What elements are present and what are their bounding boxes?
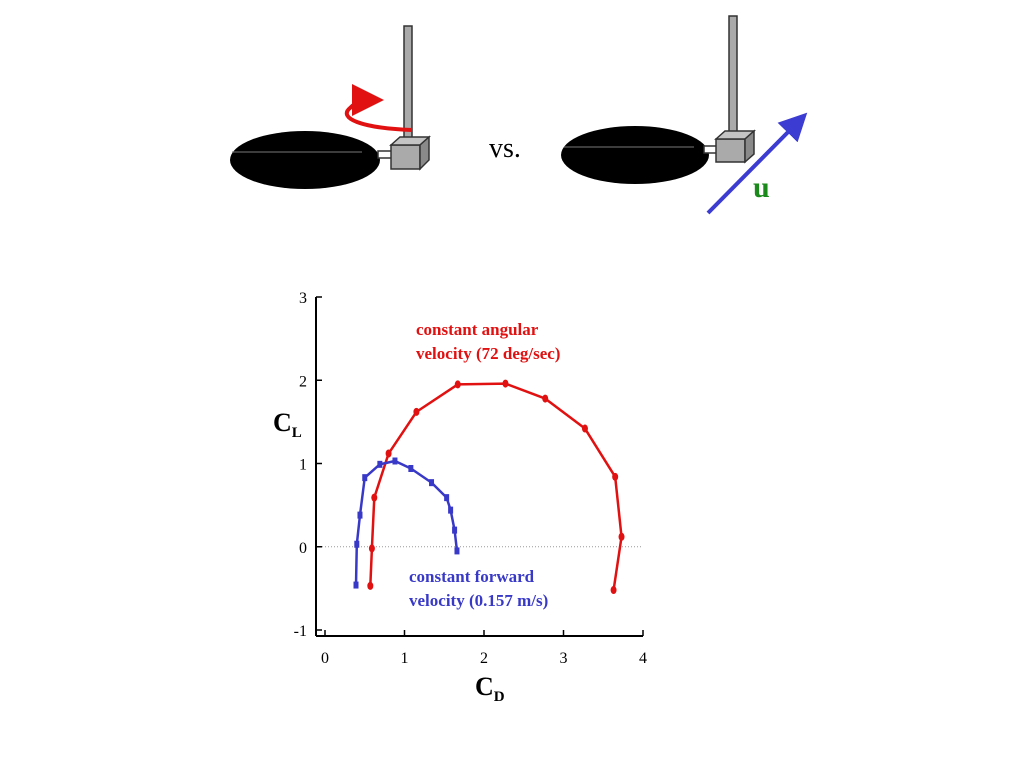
data-point bbox=[618, 532, 625, 541]
series-forward bbox=[353, 457, 460, 589]
data-point bbox=[581, 424, 588, 433]
data-point bbox=[444, 494, 450, 502]
red-annotation-line2: velocity (72 deg/sec) bbox=[416, 344, 561, 363]
data-point bbox=[502, 379, 509, 388]
blue-series-annotation: constant forward velocity (0.157 m/s) bbox=[409, 565, 599, 613]
data-point bbox=[413, 407, 420, 416]
chart-series bbox=[353, 379, 625, 595]
y-tick-label: 2 bbox=[299, 373, 307, 390]
x-tick-label: 1 bbox=[401, 650, 409, 667]
velocity-label: u bbox=[753, 171, 770, 204]
blue-annotation-line1: constant forward bbox=[409, 567, 535, 586]
x-tick-label: 2 bbox=[480, 650, 488, 667]
red-annotation-line1: constant angular bbox=[416, 320, 539, 339]
data-point bbox=[448, 506, 454, 514]
data-point bbox=[371, 493, 378, 502]
y-tick-label: 1 bbox=[299, 457, 307, 474]
series-angular bbox=[367, 379, 625, 595]
data-point bbox=[429, 479, 435, 487]
x-axis-label: CD bbox=[475, 672, 505, 706]
data-point bbox=[362, 474, 368, 482]
data-point bbox=[454, 380, 461, 389]
data-point bbox=[392, 457, 398, 465]
y-tick-label: 3 bbox=[299, 290, 307, 307]
data-point bbox=[385, 449, 392, 458]
x-tick-label: 4 bbox=[639, 650, 647, 667]
wing-illustration bbox=[230, 15, 808, 215]
translating-wing-model bbox=[561, 15, 808, 215]
right-hub-box bbox=[714, 129, 756, 164]
data-point bbox=[452, 526, 458, 534]
left-hub-box bbox=[389, 135, 431, 171]
y-tick-label: 0 bbox=[299, 540, 307, 557]
blue-annotation-line2: velocity (0.157 m/s) bbox=[409, 591, 549, 610]
data-point bbox=[612, 472, 619, 481]
x-tick-label: 3 bbox=[560, 650, 568, 667]
data-point bbox=[367, 581, 374, 590]
data-point bbox=[542, 394, 549, 403]
rotating-wing-model bbox=[230, 25, 431, 189]
data-point bbox=[408, 464, 414, 472]
data-point bbox=[368, 544, 375, 553]
red-series-annotation: constant angular velocity (72 deg/sec) bbox=[416, 318, 606, 366]
data-point bbox=[377, 460, 383, 468]
velocity-arrow bbox=[706, 112, 808, 215]
data-point bbox=[610, 586, 617, 595]
data-point bbox=[357, 511, 363, 519]
vs-text: vs. bbox=[489, 133, 521, 164]
left-wing-blade bbox=[230, 131, 380, 189]
data-point bbox=[354, 540, 360, 548]
series-line bbox=[369, 382, 623, 591]
data-point bbox=[454, 547, 460, 555]
x-tick-label: 0 bbox=[321, 650, 329, 667]
y-tick-label: -1 bbox=[294, 623, 307, 640]
y-axis-label: CL bbox=[273, 408, 302, 442]
rotation-arrow bbox=[344, 84, 413, 132]
right-wing-blade bbox=[561, 126, 709, 184]
data-point bbox=[353, 581, 359, 589]
